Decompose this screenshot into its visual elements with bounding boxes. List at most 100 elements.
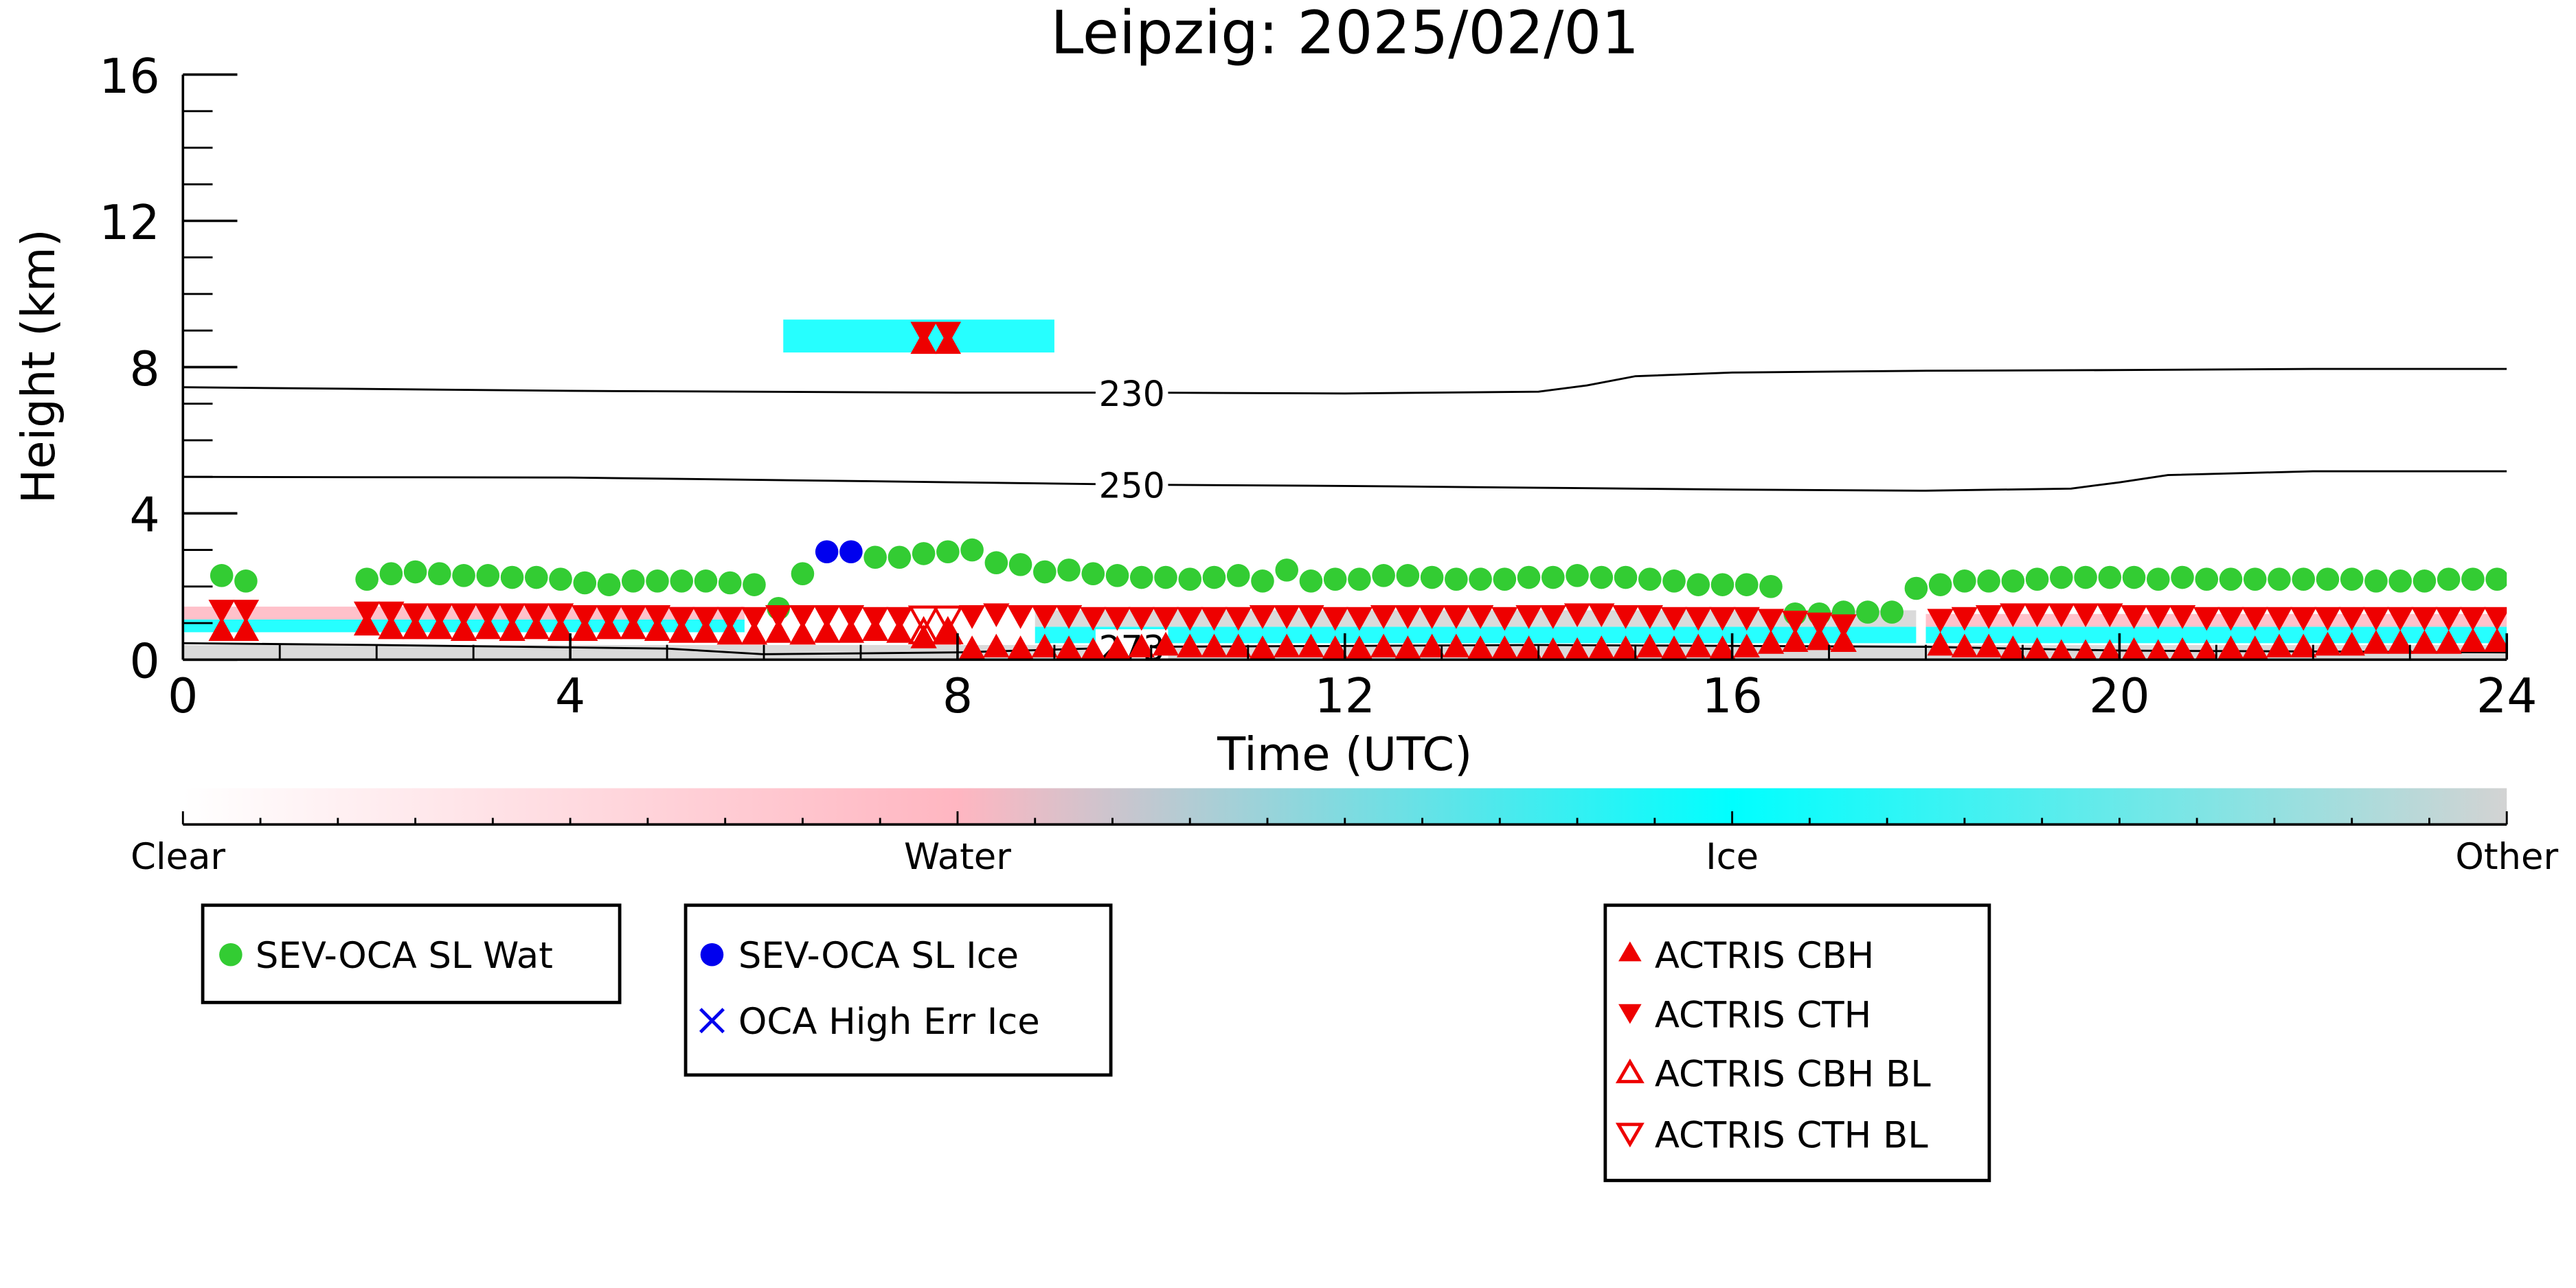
marker-actris-cbh: [1951, 633, 1978, 658]
legend-marker-actris-cth: [1618, 1004, 1642, 1024]
marker-sev-oca-sl-wat: [1953, 569, 1976, 593]
marker-actris-cth: [2169, 605, 2196, 629]
contour-label-bg: [1095, 466, 1168, 503]
marker-actris-cth: [886, 607, 913, 631]
marker-sev-oca-sl-wat: [2147, 567, 2170, 591]
marker-actris-cth: [2266, 607, 2293, 631]
marker-actris-cth: [2048, 603, 2075, 627]
marker-actris-cbh: [644, 617, 671, 642]
marker-sev-oca-sl-wat: [2025, 567, 2049, 591]
marker-actris-cth: [692, 607, 719, 631]
marker-actris-cth: [1346, 607, 1373, 631]
colorbar-ticks: [181, 811, 2508, 825]
marker-actris-cbh: [572, 617, 598, 642]
contour-label-bg: [1095, 374, 1168, 411]
marker-actris-cth: [765, 605, 792, 629]
marker-actris-cbh: [2435, 630, 2462, 654]
marker-sev-oca-sl-wat: [1008, 553, 1032, 576]
marker-actris-cth: [1660, 607, 1688, 631]
marker-actris-cbh: [208, 617, 235, 642]
marker-actris-cth: [1588, 603, 1615, 627]
marker-actris-cth: [1467, 605, 1494, 629]
data-markers: [208, 321, 2507, 660]
marker-actris-cbh: [2483, 628, 2507, 653]
marker-actris-cth: [2241, 607, 2268, 631]
marker-actris-cbh: [1322, 635, 1348, 659]
marker-actris-cth: [426, 603, 453, 627]
marker-sev-oca-sl-wat: [1105, 564, 1129, 587]
marker-sev-oca-sl-wat: [2413, 569, 2437, 593]
marker-actris-cbh: [378, 615, 405, 640]
marker-actris-cth: [1685, 607, 1712, 631]
marker-actris-cbh: [2290, 633, 2317, 658]
marker-actris-cbh: [232, 617, 260, 642]
marker-sev-oca-sl-wat: [2219, 567, 2243, 591]
marker-sev-oca-sl-wat: [1251, 569, 1274, 593]
y-tick-label: 16: [99, 49, 160, 104]
marker-sev-oca-sl-wat: [1129, 565, 1153, 589]
legend-marker-actris-cbh: [1618, 941, 1642, 962]
marker-actris-cbh: [499, 617, 526, 642]
marker-actris-cbh: [2050, 639, 2073, 660]
marker-actris-cbh: [1055, 635, 1083, 659]
marker-actris-cth: [1177, 607, 1204, 631]
colorbar-label-clear: Clear: [131, 836, 225, 878]
marker-actris-cbh: [1782, 628, 1809, 653]
marker-sev-oca-sl-wat: [1420, 565, 1444, 589]
marker-actris-cth: [1370, 605, 1397, 629]
axes: 0 4 8 12 16 20 24 0 4 8 12 16: [99, 49, 2537, 724]
legend-label-actris-cbh: ACTRIS CBH: [1655, 935, 1874, 977]
marker-actris-cbh: [1660, 635, 1688, 659]
marker-actris-cbh: [2241, 635, 2268, 659]
marker-sev-oca-sl-wat: [2316, 567, 2340, 591]
marker-sev-oca-sl-wat: [2171, 565, 2194, 589]
marker-sev-oca-sl-wat: [428, 562, 451, 585]
marker-actris-cbh: [450, 617, 477, 642]
marker-actris-cth: [741, 607, 768, 631]
marker-sev-oca-sl-wat: [936, 540, 960, 564]
marker-actris-cbh: [402, 615, 429, 640]
legend-marker-sev-oca-sl-wat: [219, 942, 242, 967]
marker-actris-cth: [1249, 605, 1276, 629]
marker-sev-oca-sl-wat: [1638, 567, 1662, 591]
marker-sev-oca-sl-wat: [2098, 565, 2122, 589]
x-tick-label: 0: [168, 668, 198, 724]
marker-actris-cth: [596, 605, 622, 629]
y-tick-label: 12: [99, 195, 160, 251]
marker-sev-oca-sl-wat: [1686, 573, 1710, 596]
marker-actris-cbh: [1636, 633, 1663, 658]
marker-sev-oca-sl-wat: [1372, 564, 1395, 587]
marker-sev-oca-sl-wat: [355, 567, 379, 591]
marker-actris-cbh: [1104, 635, 1131, 659]
marker-actris-cbh: [1177, 633, 1204, 658]
marker-actris-cth: [475, 603, 501, 627]
marker-actris-cth: [668, 607, 695, 631]
marker-actris-cbh: [1975, 633, 2002, 658]
marker-sev-oca-sl-ice: [839, 540, 863, 564]
marker-actris-cbh: [765, 619, 792, 643]
marker-actris-cth: [1975, 605, 2002, 629]
marker-actris-cth: [1394, 605, 1421, 629]
marker-actris-cbh: [2314, 631, 2341, 656]
marker-actris-cth: [861, 607, 889, 631]
marker-actris-cbh: [741, 620, 768, 645]
legend-marker-actris-cth-bl: [1615, 1122, 1645, 1148]
marker-actris-cth: [958, 605, 986, 629]
marker-sev-oca-sl-wat: [2437, 567, 2461, 591]
marker-actris-cth: [353, 601, 381, 626]
marker-actris-cth: [789, 605, 816, 629]
marker-actris-cth: [644, 605, 671, 629]
marker-actris-cth: [983, 603, 1010, 627]
marker-actris-cth: [1733, 607, 1760, 631]
colorbar-label-other: Other: [2455, 836, 2558, 878]
marker-actris-cth: [2386, 607, 2414, 631]
marker-sev-oca-sl-wat: [1081, 562, 1105, 585]
marker-actris-cbh: [1515, 635, 1542, 659]
marker-actris-cth: [2338, 607, 2365, 631]
marker-actris-cth: [523, 603, 550, 627]
marker-actris-cbh: [668, 619, 695, 643]
marker-sev-oca-sl-wat: [863, 545, 887, 569]
marker-actris-cth: [572, 605, 598, 629]
marker-actris-cth: [402, 603, 429, 627]
